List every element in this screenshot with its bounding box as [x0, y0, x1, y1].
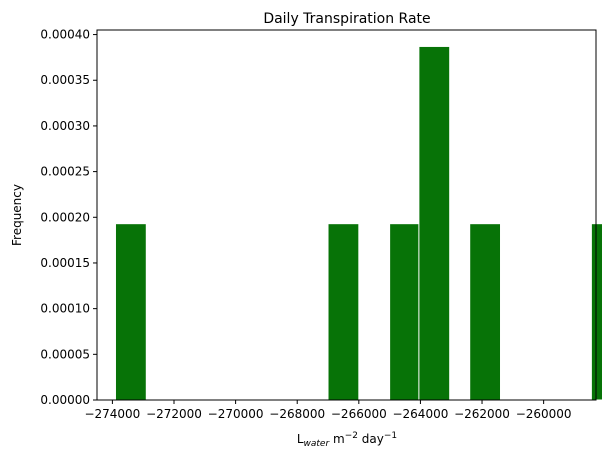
y-tick-label: 0.00005 [40, 347, 90, 361]
x-tick-label: −262000 [454, 407, 510, 421]
x-tick-label: −266000 [331, 407, 387, 421]
chart-title: Daily Transpiration Rate [263, 11, 430, 27]
x-axis-label-sub: water [304, 439, 331, 449]
x-tick-label: −270000 [208, 407, 264, 421]
x-axis-label-sup1: −2 [345, 431, 358, 441]
histogram-bar [327, 223, 360, 401]
y-tick-label: 0.00020 [40, 210, 90, 224]
histogram-bar [469, 223, 502, 401]
y-tick-label: 0.00030 [40, 119, 90, 133]
x-tick-label: −260000 [516, 407, 572, 421]
x-axis-label-sup2: −1 [384, 431, 397, 441]
x-tick-label: −274000 [84, 407, 140, 421]
y-tick-label: 0.00010 [40, 302, 90, 316]
x-axis-label-end: day [358, 432, 384, 446]
x-axis-label-mid: m [329, 432, 345, 446]
x-tick-label: −264000 [392, 407, 448, 421]
histogram-bar [418, 45, 451, 401]
y-tick-label: 0.00025 [40, 165, 90, 179]
x-axis: −274000 −272000 −270000 −268000 −266000 −2640… [84, 400, 572, 421]
x-tick-label: −268000 [269, 407, 325, 421]
histogram-bar [389, 223, 421, 401]
y-axis-label: Frequency [10, 184, 24, 246]
y-tick-label: 0.00040 [40, 28, 90, 42]
y-tick-label: 0.00000 [40, 393, 90, 407]
histogram-bar [590, 223, 602, 401]
plot-frame [96, 29, 597, 401]
histogram-bar [114, 223, 147, 401]
x-axis-label-base: L [297, 432, 304, 446]
y-axis: 0.00000 0.00005 0.00010 0.00015 0.00020 0.000… [40, 28, 97, 407]
bars-group [114, 45, 602, 401]
y-tick-label: 0.00015 [40, 256, 90, 270]
y-tick-label: 0.00035 [40, 73, 90, 87]
x-axis-label: Lwater m−2 day−1 [297, 431, 397, 449]
x-tick-label: −272000 [146, 407, 202, 421]
